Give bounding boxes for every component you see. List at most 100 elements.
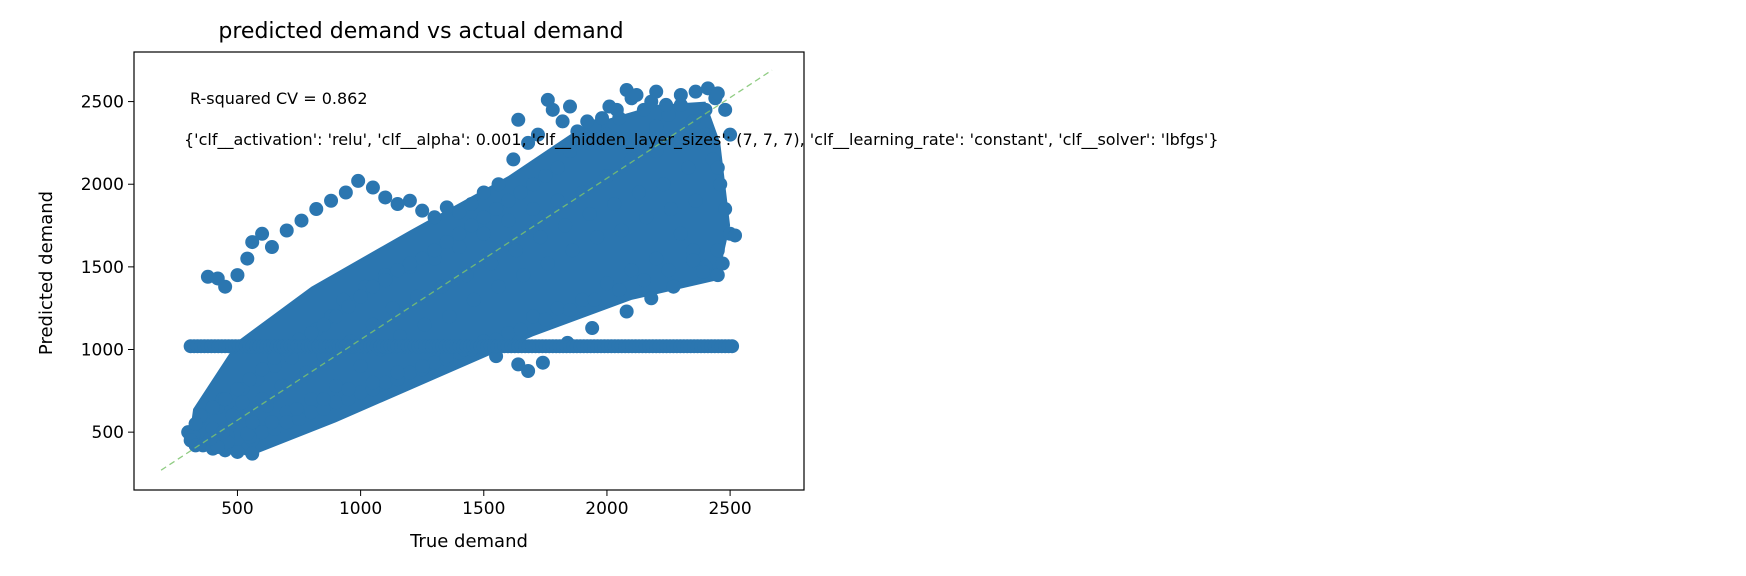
scatter-point [230,268,245,283]
scatter-point [218,392,233,407]
scatter-points [181,81,743,461]
scatter-point [550,160,565,175]
scatter-point [575,135,590,150]
scatter-point [476,226,491,241]
scatter-point [341,392,356,407]
scatter-point [585,321,600,336]
scatter-point [328,309,343,324]
scatter-point [663,202,678,217]
scatter-point [590,230,605,245]
scatter-point [353,359,368,374]
scatter-point [607,197,622,212]
scatter-point [565,243,580,258]
scatter-point [353,385,368,400]
scatter-point [513,185,528,200]
scatter-point [188,416,203,431]
scatter-point [602,99,617,114]
scatter-point [316,402,331,417]
chart-title: predicted demand vs actual demand [218,19,623,44]
scatter-point [649,251,664,266]
scatter-point [718,202,733,217]
scatter-point [279,223,294,238]
scatter-point [575,185,590,200]
scatter-point [205,400,220,415]
scatter-point [442,309,457,324]
scatter-point [681,160,696,175]
x-axis-label: True demand [409,531,528,552]
scatter-point [324,193,339,208]
scatter-density [188,101,731,456]
scatter-point [464,218,479,233]
scatter-point [427,210,442,225]
scatter-point [304,405,319,420]
scatter-point [696,264,711,279]
scatter-point [402,365,417,380]
y-tick-label: 2500 [81,93,124,113]
x-tick-label: 2500 [708,499,751,519]
scatter-point [550,193,565,208]
scatter-point [631,185,646,200]
scatter-point [260,398,275,413]
scatter-point [459,268,474,283]
scatter-point [264,415,279,430]
scatter-point [659,97,674,112]
scatter-point [673,87,688,102]
scatter-point [530,127,545,142]
scatter-point [378,273,393,288]
scatter-point [673,97,688,112]
scatter-point [599,276,614,291]
scatter-point [580,114,595,129]
scatter-point [723,127,738,142]
scatter-point [538,312,553,327]
scatter-point [452,240,467,255]
scatter-point [466,292,481,307]
scatter-point [718,102,733,117]
scatter-point [351,173,366,188]
scatter-point [540,256,555,271]
scatter-point [341,299,356,314]
scatter-point [274,378,289,393]
scatter-point [341,382,356,397]
scatter-point [728,228,743,243]
scatter-point [452,205,467,220]
scatter-point [666,279,681,294]
scatter-point [235,395,250,410]
scatter-point [555,114,570,129]
scatter-point [245,446,260,461]
scatter-point [309,202,324,217]
scatter-point [476,185,491,200]
scatter-point [378,375,393,390]
scatter-point [710,268,725,283]
scatter-point [255,226,270,241]
scatter-point [575,292,590,307]
scatter-point [304,325,319,340]
y-tick-label: 1000 [81,341,124,361]
scatter-point [521,135,536,150]
scatter-point [673,226,688,241]
scatter-point [649,119,664,134]
scatter-point [245,415,260,430]
scatter-point [511,357,526,372]
scatter-point [279,415,294,430]
scatter-point [365,375,380,390]
scatter-point [427,355,442,370]
scatter-point [218,279,233,294]
scatter-point [619,304,634,319]
scatter-point [378,190,393,205]
scatter-point [439,200,454,215]
scatter-point [526,309,541,324]
scatter-point [353,289,368,304]
scatter-point [402,193,417,208]
scatter-point [636,273,651,288]
scatter-point [415,251,430,266]
scatter-point [264,240,279,255]
scatter-point [390,365,405,380]
scatter-point [688,84,703,99]
scatter-point [595,111,610,126]
scatter-point [649,144,664,159]
scatter-point [698,127,713,142]
annotation-params: {'clf__activation': 'relu', 'clf__alpha'… [184,130,1219,150]
scatter-point [267,350,282,365]
scatter-point [476,210,491,225]
scatter-point [215,425,230,440]
